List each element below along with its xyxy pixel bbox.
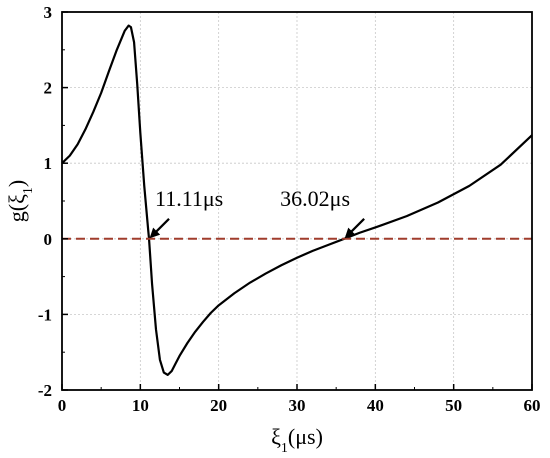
- y-tick-label: 2: [44, 79, 53, 98]
- x-tick-label: 20: [210, 396, 227, 415]
- x-tick-label: 60: [524, 396, 541, 415]
- annotation-label: 36.02μs: [280, 186, 350, 211]
- x-tick-label: 30: [289, 396, 306, 415]
- x-axis-label: ξ1(μs): [271, 424, 323, 456]
- series-layer: [61, 24, 533, 376]
- y-tick-label: 3: [44, 3, 53, 22]
- y-axis-label: g(ξ1): [4, 180, 36, 222]
- y-tick-label: 1: [44, 154, 53, 173]
- x-tick-label: 0: [58, 396, 67, 415]
- annotations: 11.11μs 36.02μs: [149, 186, 365, 239]
- x-tick-label: 10: [132, 396, 149, 415]
- annotation-arrow: [344, 218, 365, 239]
- y-tick-label: 0: [44, 230, 53, 249]
- grid: [62, 12, 532, 390]
- axis-labels: ξ1(μs) g(ξ1): [4, 180, 323, 456]
- x-tick-label: 50: [445, 396, 462, 415]
- annotation-label: 11.11μs: [155, 186, 223, 211]
- y-tick-label: -2: [38, 381, 52, 400]
- annotation-arrow: [149, 218, 170, 239]
- y-tick-label: -1: [38, 305, 52, 324]
- g-curve-line: [61, 24, 533, 376]
- x-tick-label: 40: [367, 396, 384, 415]
